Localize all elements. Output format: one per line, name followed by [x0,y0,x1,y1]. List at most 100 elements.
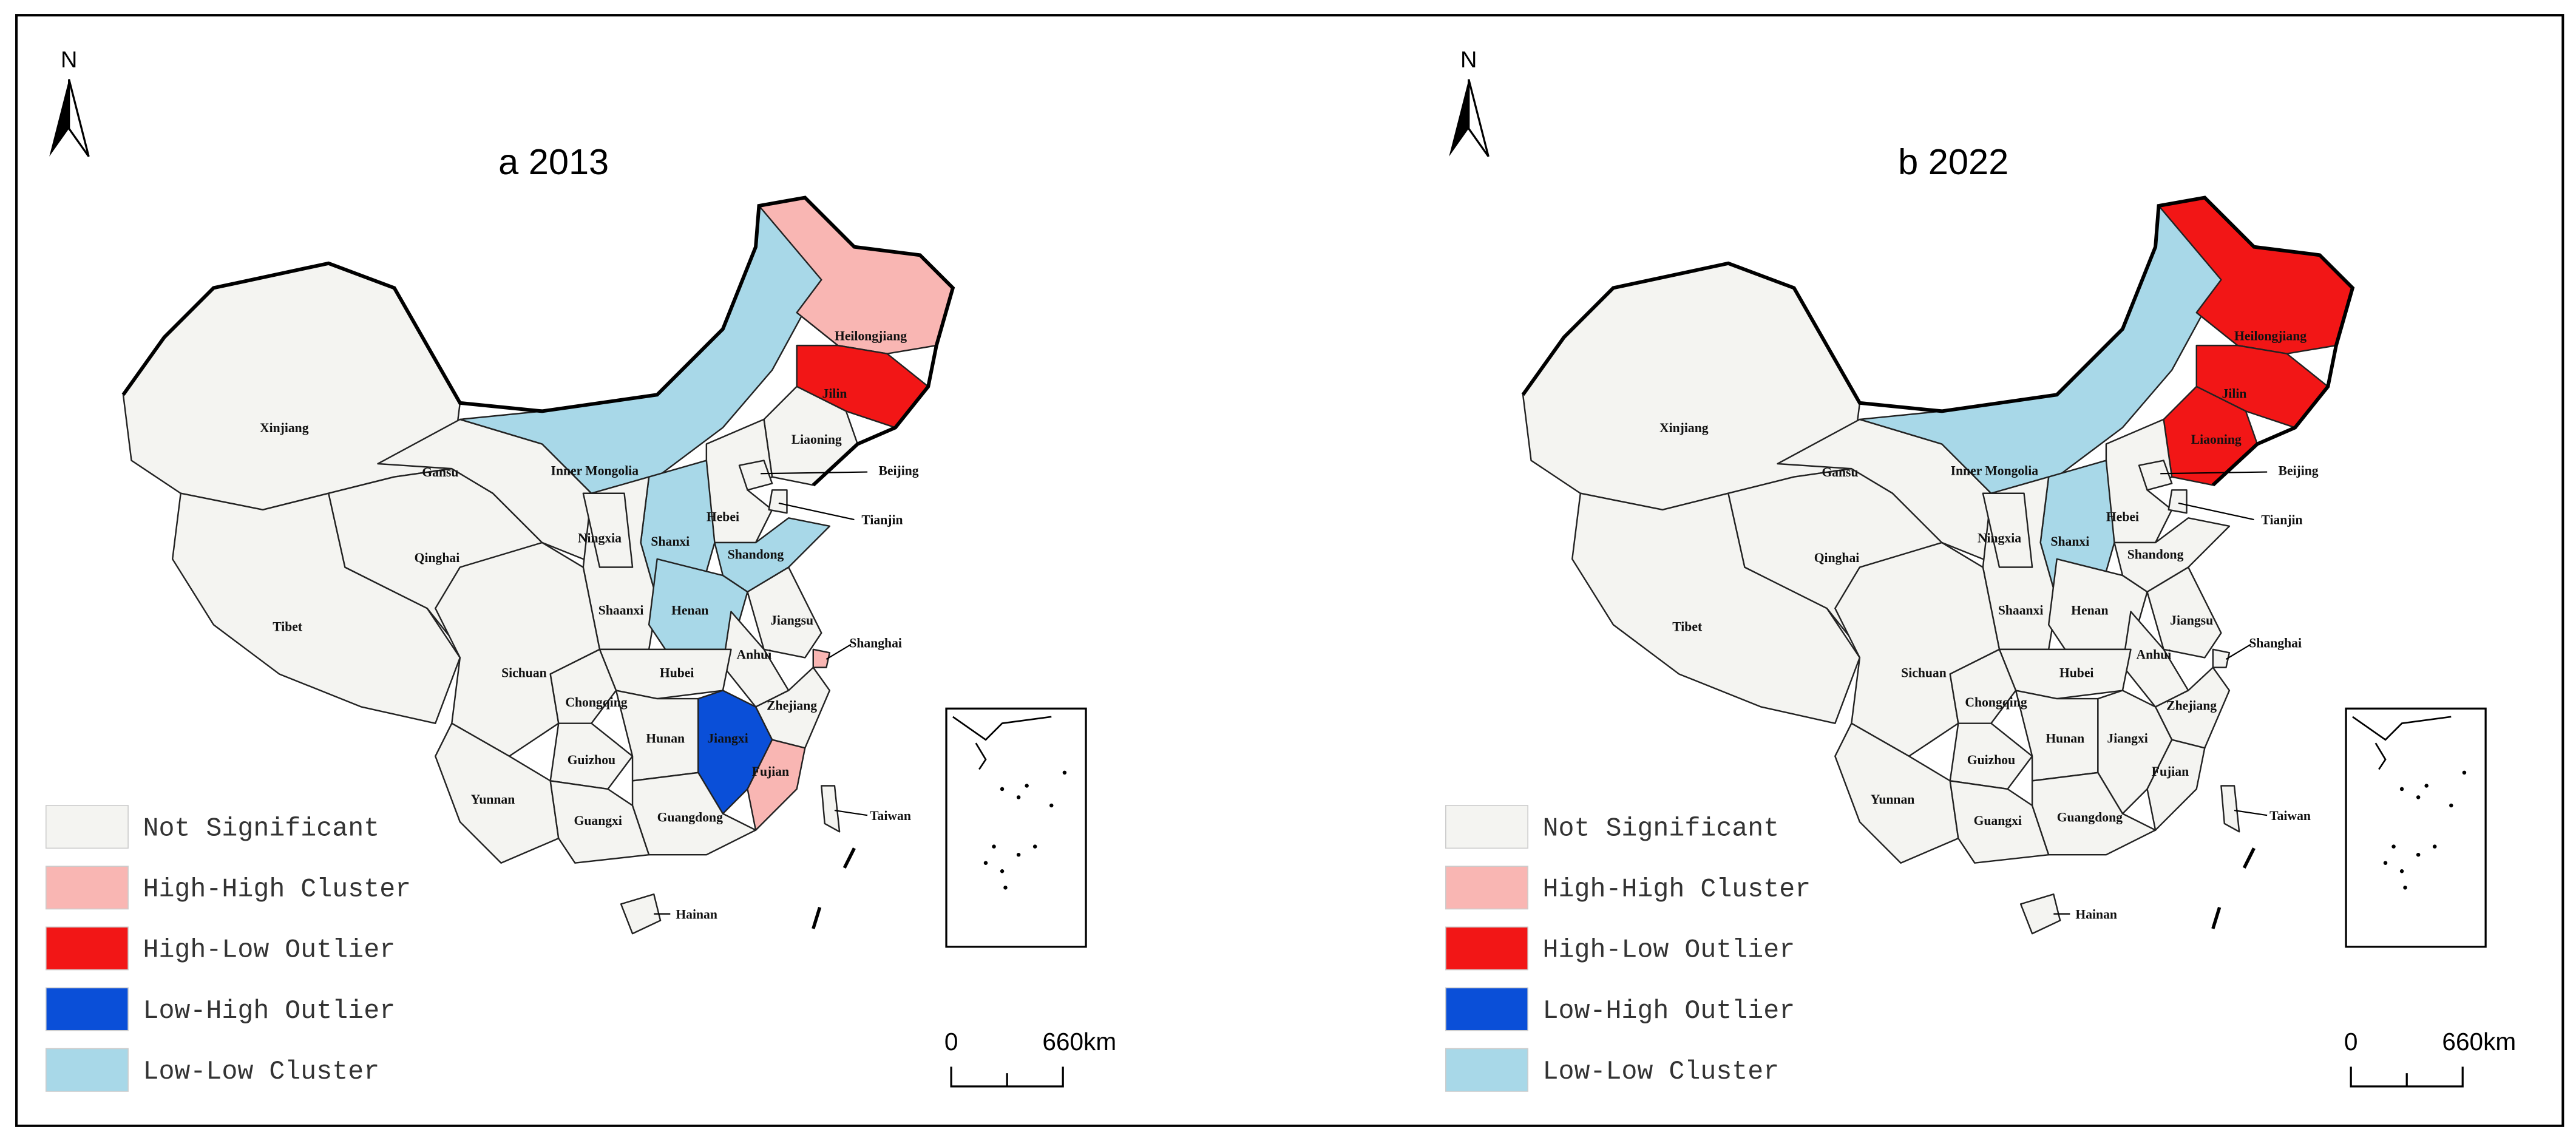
province [620,893,662,935]
province-label: Shanxi [651,534,690,549]
inset-island [1049,803,1054,808]
north-arrow [49,79,69,157]
scale-bar [950,1066,1064,1088]
province-label: Inner Mongolia [1951,464,2039,478]
legend-swatch [45,866,129,910]
province [2019,893,2061,935]
province-label: Hainan [676,907,717,921]
province [1571,492,1861,724]
inset-island [1032,844,1037,849]
province-label: Jiangsu [770,613,813,628]
legend-swatch [45,926,129,971]
province-label: Shandong [2127,548,2184,562]
inset-box [2345,707,2487,948]
province-label: Jilin [822,386,847,401]
leader-line [778,502,855,521]
inset-island [992,844,996,849]
province-label: Inner Mongolia [551,464,639,478]
province-label: Gansu [422,465,458,480]
province-label: Chongqing [1965,695,2027,710]
china-border [121,195,955,487]
inset-island [2424,784,2429,788]
province-label: Guangdong [2057,810,2123,825]
province-label: Tibet [1672,620,1703,634]
province-label: Zhejiang [2166,699,2217,713]
province-label: Guizhou [1967,753,2015,767]
province-label: Yunnan [1871,792,1915,807]
inset-island [1000,869,1005,873]
scale-label: 0 [944,1028,958,1056]
province-label: Heilongjiang [835,329,907,344]
north-arrow [1468,79,1490,157]
map-panel: a 2013 N Xinjiang Tibet Qinghai Gansu Inner Mo… [45,47,1116,1092]
province [738,459,773,491]
inset-island [2383,861,2388,865]
leader-line [2225,643,2251,660]
province-label: Anhui [736,648,771,662]
inset-island [2391,844,2396,849]
province-label: Guangxi [574,813,622,828]
inset-island [2399,787,2404,792]
scale-bar [2350,1066,2464,1088]
province-label: Tibet [273,620,303,634]
leader-line [2234,810,2268,816]
province [549,648,617,724]
province-label: Hainan [2075,907,2117,921]
province-label: Anhui [2137,648,2172,662]
leader-line [2178,502,2254,521]
province-label: Jilin [2222,386,2247,401]
province-label: Shanxi [2050,534,2089,549]
province-label: Qinghai [415,551,460,565]
province [171,492,461,724]
north-arrow [1449,79,1469,157]
province-label: Hebei [2106,509,2139,524]
province-label: Zhejiang [767,699,817,713]
province-label: Heilongjiang [2234,329,2307,344]
province-label: Jiangxi [2107,731,2147,746]
inset-coast [952,716,1052,770]
province-label: Shanghai [849,636,902,651]
province-label: Sichuan [1901,665,1947,680]
province-label: Ningxia [578,531,622,545]
province [747,739,806,831]
province-label: Tianjin [861,513,903,527]
legend-label: Low-High Outlier [143,997,395,1026]
north-arrow [68,79,90,157]
panel-title: b 2022 [1898,141,2008,182]
leader-line [834,810,868,816]
scale-label: 660km [2442,1028,2516,1056]
island [2211,907,2222,929]
inset-island [2449,803,2453,808]
province-label: Tianjin [2261,513,2302,527]
inset-coast [2352,716,2452,770]
scale-label: 660km [1042,1028,1116,1056]
inset-island [2399,869,2404,873]
leader-line [761,471,868,475]
province [631,771,757,856]
inset-island [2462,770,2467,775]
province-label: Beijing [878,464,918,478]
province [2168,489,2188,514]
legend-swatch [1445,805,1528,849]
province-label: Yunnan [471,792,515,807]
inset-box [945,707,1087,948]
legend-label: Low-High Outlier [1543,997,1795,1026]
province [1949,648,2017,724]
north-label: N [61,47,77,73]
inset-island [1000,787,1005,792]
province [821,785,841,833]
province [1834,722,1959,864]
island [2242,847,2256,869]
legend-label: Low-Low Cluster [1543,1057,1780,1087]
island [842,847,856,869]
panel-title: a 2013 [498,141,609,182]
legend-label: High-High Cluster [1543,875,1811,904]
province-label: Henan [671,603,708,618]
inset-island [2432,844,2437,849]
inset-island [1016,795,1021,799]
province [2138,459,2173,491]
province-label: Xinjiang [260,421,309,435]
province [812,648,831,668]
inset-island [1016,852,1021,857]
province-label: Liaoning [791,432,842,447]
